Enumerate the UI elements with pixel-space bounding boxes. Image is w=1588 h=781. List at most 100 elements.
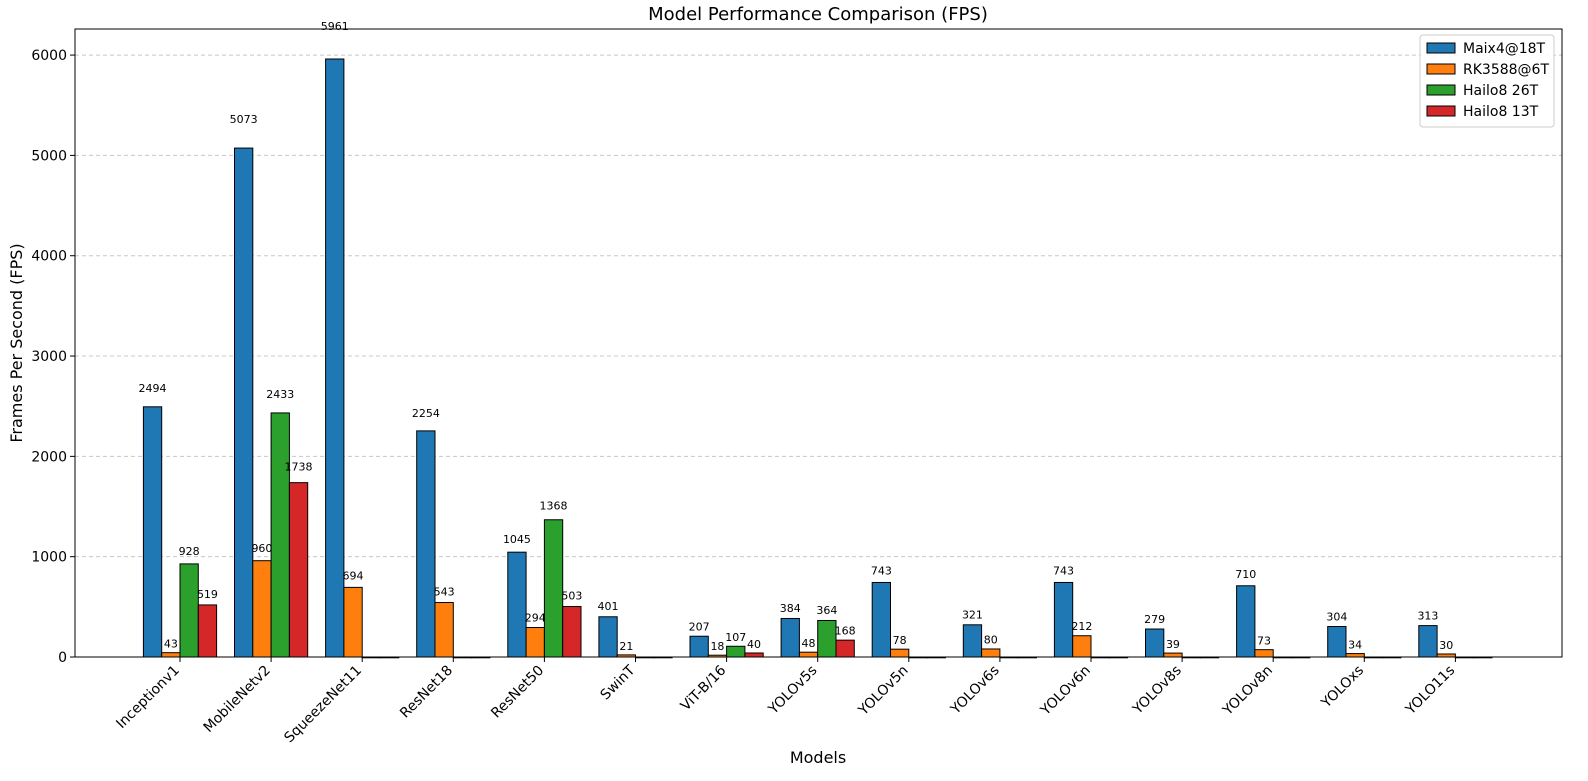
x-axis-label: Models bbox=[790, 748, 846, 767]
bar-value-label: 960 bbox=[251, 542, 272, 555]
bar bbox=[1163, 652, 1183, 658]
bar-value-label: 48 bbox=[802, 637, 816, 650]
bar-value-label: 2494 bbox=[139, 382, 167, 395]
bar-value-label: 18 bbox=[710, 640, 724, 653]
bar bbox=[325, 58, 345, 658]
bar bbox=[562, 606, 582, 658]
bar-value-label: 80 bbox=[984, 634, 998, 647]
bar bbox=[835, 639, 855, 658]
bar-value-label: 2433 bbox=[266, 388, 294, 401]
legend-label: Hailo8 13T bbox=[1463, 104, 1539, 120]
bar bbox=[1418, 625, 1438, 658]
bar bbox=[1145, 628, 1165, 658]
bar bbox=[525, 627, 545, 658]
bar bbox=[252, 560, 272, 658]
y-tick-label: 3000 bbox=[31, 349, 67, 365]
legend-swatch bbox=[1426, 63, 1456, 75]
bar-value-label: 279 bbox=[1144, 613, 1165, 626]
bar bbox=[1072, 635, 1092, 658]
y-tick-label: 0 bbox=[58, 650, 67, 666]
bar-value-label: 39 bbox=[1166, 638, 1180, 651]
y-tick-label: 6000 bbox=[31, 48, 67, 64]
plot-frame bbox=[74, 28, 1563, 658]
bar bbox=[871, 581, 892, 658]
bar-value-label: 519 bbox=[197, 588, 218, 601]
bar bbox=[962, 624, 983, 658]
bar-value-label: 1045 bbox=[503, 533, 531, 546]
bar-value-label: 743 bbox=[871, 564, 892, 577]
bar bbox=[726, 645, 746, 658]
y-tick-label: 4000 bbox=[31, 249, 67, 265]
legend-swatch bbox=[1426, 105, 1456, 117]
bar bbox=[142, 406, 163, 658]
bar-value-label: 503 bbox=[561, 590, 582, 603]
bar bbox=[1327, 626, 1347, 658]
bar bbox=[817, 619, 837, 658]
bar-value-label: 384 bbox=[780, 602, 801, 615]
bar-value-label: 294 bbox=[525, 611, 546, 624]
bar bbox=[197, 604, 218, 658]
bar-value-label: 1738 bbox=[285, 461, 313, 474]
y-tick-label: 1000 bbox=[31, 550, 67, 566]
bar bbox=[270, 412, 290, 658]
bar bbox=[744, 652, 764, 658]
legend-swatch bbox=[1426, 42, 1456, 54]
bar bbox=[798, 651, 819, 658]
bar-value-label: 107 bbox=[725, 631, 746, 644]
legend: Maix4@18T RK3588@6T Hailo8 26T Hailo8 13T bbox=[1419, 34, 1555, 128]
bar-value-label: 364 bbox=[816, 604, 837, 617]
chart-title: Model Performance Comparison (FPS) bbox=[648, 4, 988, 25]
value-labels: 2494 43 928 519 5073 960 2433 1738 5961 694 2254 54… bbox=[139, 20, 1454, 653]
bar-value-label: 710 bbox=[1235, 568, 1256, 581]
bar bbox=[416, 430, 436, 658]
bar bbox=[1345, 653, 1365, 658]
bar-value-label: 694 bbox=[343, 570, 364, 583]
bar-value-label: 212 bbox=[1071, 620, 1092, 633]
bar bbox=[434, 602, 454, 658]
bar-value-label: 928 bbox=[179, 545, 200, 558]
bar-value-label: 5073 bbox=[230, 113, 258, 126]
bar-value-label: 73 bbox=[1257, 634, 1271, 647]
bar-value-label: 2254 bbox=[412, 407, 440, 420]
bar-value-label: 34 bbox=[1348, 638, 1362, 651]
bar bbox=[981, 648, 1001, 658]
bar-value-label: 401 bbox=[598, 600, 619, 613]
bar bbox=[1236, 585, 1256, 658]
bar bbox=[890, 648, 910, 658]
bar-value-label: 43 bbox=[164, 638, 178, 651]
bar bbox=[689, 635, 709, 658]
bar bbox=[598, 616, 618, 658]
legend-label: RK3588@6T bbox=[1463, 62, 1549, 78]
y-axis-label: Frames Per Second (FPS) bbox=[7, 243, 26, 442]
bar bbox=[543, 519, 564, 658]
bar bbox=[234, 147, 254, 658]
bar-value-label: 78 bbox=[893, 634, 907, 647]
bar-value-label: 30 bbox=[1439, 639, 1453, 652]
bar-value-label: 207 bbox=[689, 620, 710, 633]
bar-value-label: 321 bbox=[962, 609, 983, 622]
bar bbox=[343, 586, 363, 658]
bar bbox=[780, 617, 800, 658]
grid-lines bbox=[75, 54, 1562, 558]
bar-value-label: 40 bbox=[747, 638, 761, 651]
bar bbox=[288, 482, 309, 658]
legend-label: Maix4@18T bbox=[1463, 41, 1546, 57]
bar-value-label: 313 bbox=[1417, 609, 1438, 622]
legend-label: Hailo8 26T bbox=[1463, 83, 1539, 99]
bar bbox=[179, 563, 199, 658]
bar-value-label: 543 bbox=[434, 585, 455, 598]
bar bbox=[1254, 649, 1274, 658]
bar-value-label: 5961 bbox=[321, 20, 349, 33]
legend-swatch bbox=[1426, 84, 1456, 96]
bar-value-label: 21 bbox=[619, 640, 633, 653]
bar-value-label: 304 bbox=[1326, 610, 1347, 623]
bar-value-label: 168 bbox=[835, 624, 856, 637]
bar bbox=[507, 551, 527, 658]
bar bbox=[1053, 581, 1074, 658]
y-tick-label: 2000 bbox=[31, 449, 67, 465]
bar bbox=[161, 652, 181, 658]
bar-value-label: 743 bbox=[1053, 564, 1074, 577]
y-tick-label: 5000 bbox=[31, 148, 67, 164]
y-ticks: 0 1000 2000 3000 4000 5000 6000 bbox=[31, 48, 75, 666]
